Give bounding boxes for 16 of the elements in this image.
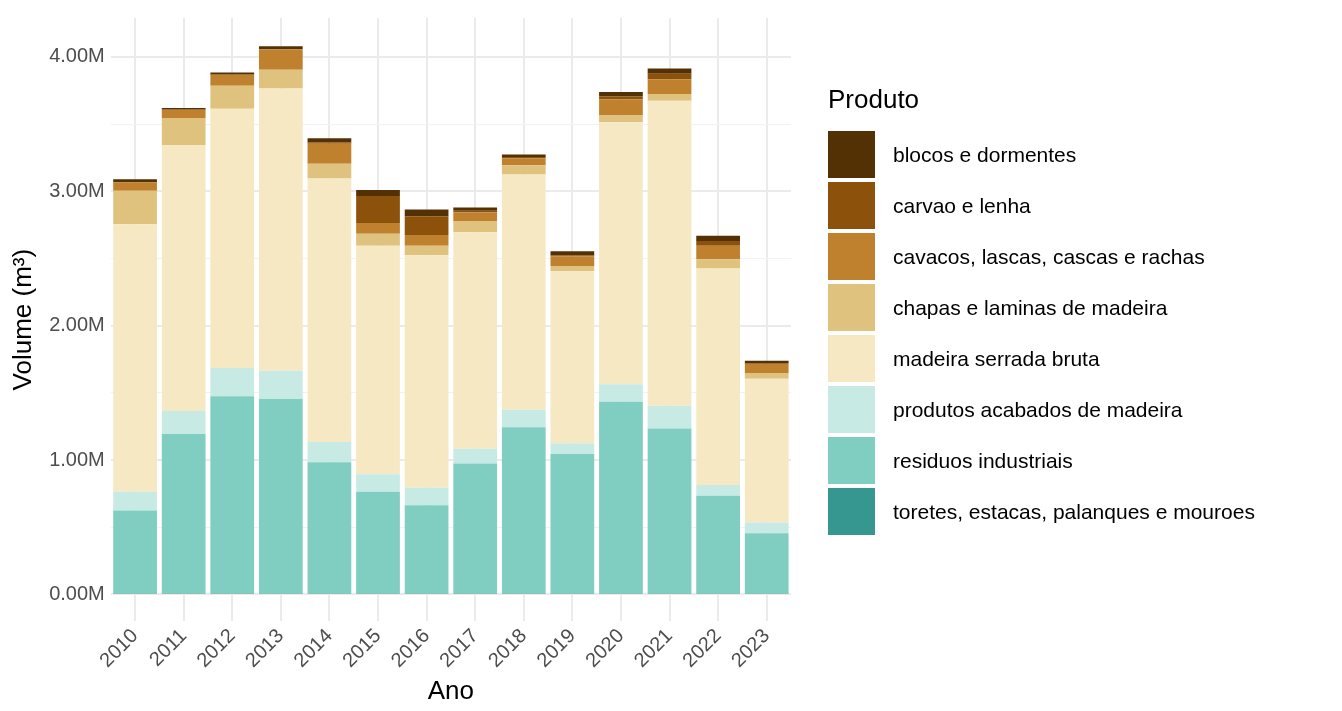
legend-title: Produto (828, 84, 921, 115)
x-axis-title: Ano (427, 674, 475, 705)
y-axis-title: Volume (m³) (6, 248, 37, 391)
legend-label: produtos acabados de madeira (893, 397, 1183, 422)
legend-label: carvao e lenha (893, 193, 1031, 218)
legend-label: chapas e laminas de madeira (893, 295, 1168, 320)
y-tick-label: 2.00M (49, 313, 105, 336)
y-tick-label: 1.00M (49, 447, 105, 470)
y-tick-label: 3.00M (49, 178, 105, 201)
legend-label: cavacos, lascas, cascas e rachas (893, 244, 1205, 269)
y-tick-label: 4.00M (49, 44, 105, 67)
y-tick-label: 0.00M (49, 582, 105, 605)
legend-label: residuos industriais (893, 448, 1073, 473)
legend-label: madeira serrada bruta (893, 346, 1100, 371)
legend-label: blocos e dormentes (893, 142, 1077, 167)
legend-label: toretes, estacas, palanques e mouroes (893, 499, 1255, 524)
